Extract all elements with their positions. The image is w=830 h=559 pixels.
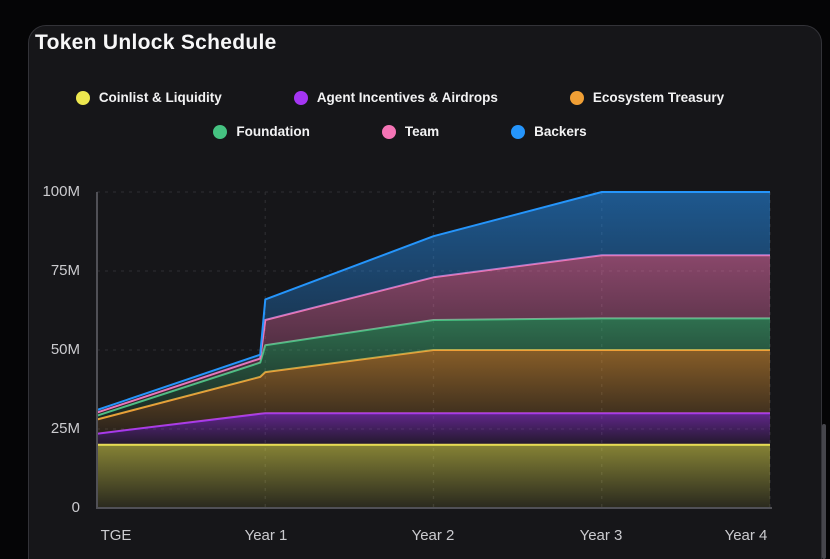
x-axis-tick-tge: TGE [100, 527, 132, 544]
page-scrollbar-thumb[interactable] [822, 424, 826, 559]
legend-row-2: Foundation Team Backers [213, 124, 587, 139]
legend-dot-icon [213, 124, 228, 139]
y-axis-tick-75m: 75M [50, 262, 80, 279]
y-axis-tick-25m: 25M [50, 420, 80, 437]
legend-label: Agent Incentives & Airdrops [316, 90, 498, 105]
legend-item-foundation[interactable]: Foundation [213, 124, 310, 139]
legend-item-team[interactable]: Team [381, 124, 440, 139]
x-axis-tick-year4: Year 4 [724, 527, 768, 544]
legend-dot-icon [511, 124, 526, 139]
legend-row-1: Coinlist & Liquidity Agent Incentives & … [75, 90, 725, 105]
y-axis-tick-0: 0 [71, 499, 80, 516]
legend-item-agent-incentives[interactable]: Agent Incentives & Airdrops [293, 90, 498, 105]
legend-dot-icon [293, 90, 308, 105]
legend-label: Team [404, 124, 440, 139]
legend-dot-icon [569, 90, 584, 105]
legend-item-ecosystem-treasury[interactable]: Ecosystem Treasury [569, 90, 725, 105]
legend-label: Backers [534, 124, 587, 139]
legend-item-backers[interactable]: Backers [511, 124, 587, 139]
y-axis-tick-50m: 50M [50, 341, 80, 358]
chart-axes [96, 192, 772, 509]
page-title: Token Unlock Schedule [35, 31, 277, 54]
chart-legend: Coinlist & Liquidity Agent Incentives & … [0, 90, 800, 139]
legend-dot-icon [75, 90, 90, 105]
legend-label: Ecosystem Treasury [592, 90, 725, 105]
x-axis-tick-year1: Year 1 [244, 527, 288, 544]
legend-item-coinlist-liquidity[interactable]: Coinlist & Liquidity [75, 90, 222, 105]
legend-label: Foundation [236, 124, 310, 139]
x-axis-tick-year3: Year 3 [579, 527, 623, 544]
chart-area-bands [96, 191, 770, 508]
legend-label: Coinlist & Liquidity [98, 90, 222, 105]
y-axis-tick-100m: 100M [42, 183, 80, 200]
x-axis-tick-year2: Year 2 [411, 527, 455, 544]
legend-dot-icon [381, 124, 396, 139]
